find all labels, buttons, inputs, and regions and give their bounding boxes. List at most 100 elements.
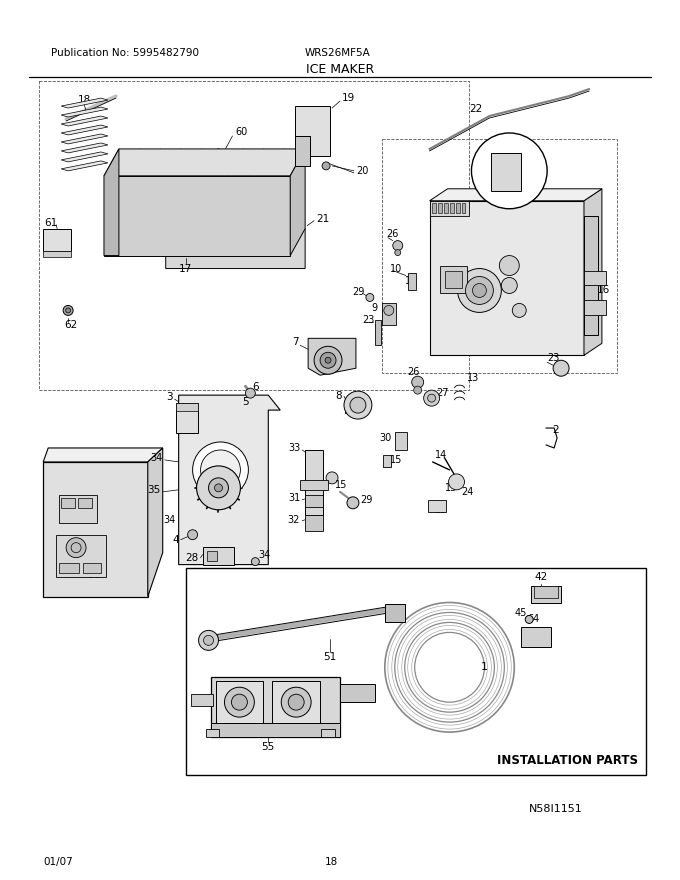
Bar: [430, 201, 584, 356]
Text: 28: 28: [186, 553, 199, 562]
Circle shape: [512, 304, 526, 318]
Bar: [462, 202, 466, 213]
Text: 22: 22: [469, 104, 483, 114]
Circle shape: [197, 466, 241, 510]
Polygon shape: [295, 136, 310, 165]
Bar: [584, 300, 606, 315]
Bar: [211, 723, 340, 737]
Bar: [175, 403, 198, 433]
Bar: [44, 251, 71, 257]
Text: 34: 34: [163, 515, 175, 524]
Polygon shape: [61, 161, 108, 171]
Text: INSTALLATION PARTS: INSTALLATION PARTS: [497, 754, 638, 767]
Polygon shape: [61, 152, 108, 162]
Polygon shape: [584, 189, 602, 356]
Circle shape: [199, 630, 218, 650]
Bar: [492, 153, 522, 191]
Circle shape: [424, 390, 439, 406]
Circle shape: [201, 450, 241, 490]
Text: 20: 20: [356, 165, 369, 176]
Text: 12: 12: [483, 144, 496, 154]
Circle shape: [66, 308, 71, 313]
Circle shape: [326, 472, 338, 484]
Bar: [428, 500, 445, 512]
Bar: [408, 273, 415, 290]
Bar: [207, 551, 216, 561]
Circle shape: [366, 293, 374, 302]
Bar: [59, 562, 79, 573]
Text: 62: 62: [64, 320, 78, 330]
Text: 18: 18: [78, 95, 91, 105]
Polygon shape: [290, 149, 305, 255]
Polygon shape: [44, 448, 163, 462]
Circle shape: [501, 277, 517, 293]
Circle shape: [252, 558, 259, 566]
Text: 14: 14: [435, 450, 447, 460]
Bar: [584, 270, 606, 285]
Text: 42: 42: [534, 571, 547, 582]
Bar: [186, 568, 646, 775]
Polygon shape: [308, 338, 356, 375]
Polygon shape: [61, 107, 108, 117]
Bar: [44, 462, 148, 597]
Text: 36: 36: [88, 569, 101, 580]
Text: 24: 24: [462, 487, 474, 497]
Circle shape: [245, 388, 256, 398]
Bar: [375, 320, 381, 345]
Bar: [534, 585, 558, 598]
Text: 15: 15: [390, 455, 402, 465]
Bar: [432, 202, 436, 213]
Polygon shape: [295, 106, 330, 156]
Circle shape: [66, 538, 86, 558]
Text: 01/07: 01/07: [44, 857, 73, 867]
Text: 7: 7: [292, 337, 299, 348]
Circle shape: [428, 394, 436, 402]
Circle shape: [344, 391, 372, 419]
Text: 55: 55: [262, 742, 275, 752]
Circle shape: [384, 305, 394, 315]
Text: 3: 3: [166, 392, 173, 402]
Bar: [300, 480, 328, 490]
Text: 19: 19: [342, 93, 355, 103]
Bar: [383, 455, 391, 467]
Text: 30: 30: [379, 433, 392, 443]
Bar: [61, 498, 75, 508]
Bar: [395, 432, 407, 450]
Circle shape: [350, 397, 366, 413]
Text: 34: 34: [150, 453, 163, 463]
Bar: [382, 139, 617, 373]
Text: N58I1151: N58I1151: [529, 803, 583, 814]
Circle shape: [553, 360, 569, 377]
Circle shape: [214, 149, 222, 157]
Polygon shape: [179, 395, 280, 565]
Text: 10: 10: [390, 263, 402, 274]
Text: 51: 51: [324, 652, 337, 663]
Circle shape: [288, 694, 304, 710]
Bar: [382, 304, 396, 326]
Text: 27: 27: [437, 388, 449, 398]
Circle shape: [325, 357, 331, 363]
Circle shape: [525, 615, 533, 623]
Text: 2: 2: [552, 425, 559, 435]
Bar: [39, 81, 469, 390]
Text: 21: 21: [316, 214, 329, 224]
Bar: [445, 270, 462, 289]
Bar: [305, 515, 323, 531]
Text: 26: 26: [386, 229, 398, 238]
Text: 64: 64: [527, 614, 539, 625]
Circle shape: [347, 497, 359, 509]
Bar: [216, 681, 263, 723]
Text: Publication No: 5995482790: Publication No: 5995482790: [51, 48, 199, 58]
Bar: [83, 562, 101, 573]
Bar: [56, 535, 106, 576]
Text: 23: 23: [547, 353, 560, 363]
Text: 61: 61: [44, 217, 58, 228]
Text: 9: 9: [372, 304, 378, 313]
Bar: [305, 450, 323, 515]
Text: 23: 23: [362, 315, 374, 326]
Text: 4: 4: [172, 535, 179, 545]
Bar: [190, 694, 213, 706]
Bar: [211, 678, 340, 737]
Text: 35: 35: [148, 485, 160, 495]
Bar: [59, 495, 97, 523]
